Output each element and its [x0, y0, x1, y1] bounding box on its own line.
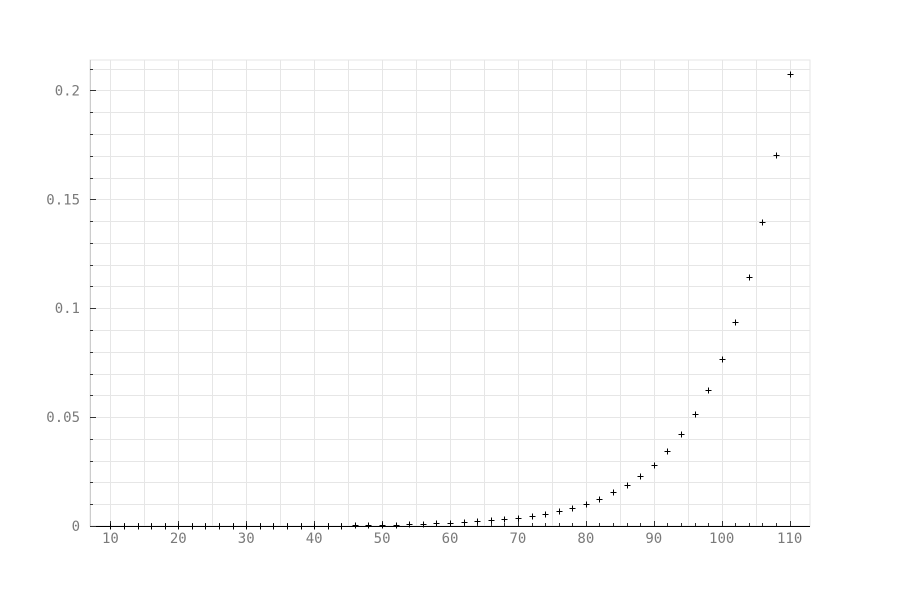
data-point: [325, 523, 332, 530]
data-point: [270, 523, 277, 530]
x-tick-label: 50: [374, 531, 391, 547]
data-point: [420, 521, 427, 528]
data-point: [529, 513, 536, 520]
data-point: [501, 516, 508, 523]
x-tick-label: 40: [306, 531, 323, 547]
data-point: [515, 515, 522, 522]
x-tick-label: 70: [509, 531, 526, 547]
data-point: [732, 319, 739, 326]
data-point: [719, 356, 726, 363]
data-point: [637, 473, 644, 480]
data-point: [556, 508, 563, 515]
data-point: [298, 523, 305, 530]
data-point: [135, 523, 142, 530]
data-point: [393, 522, 400, 529]
x-tick-label: 20: [170, 531, 187, 547]
data-point: [447, 520, 454, 527]
y-tick-label: 0.05: [46, 410, 80, 426]
data-point: [107, 523, 114, 530]
data-point: [365, 522, 372, 529]
data-point: [338, 523, 345, 530]
data-point: [542, 511, 549, 518]
data-point: [433, 520, 440, 527]
data-points: [107, 71, 794, 530]
data-point: [746, 274, 753, 281]
data-point: [596, 496, 603, 503]
data-point: [610, 489, 617, 496]
data-point: [121, 523, 128, 530]
data-point: [583, 501, 590, 508]
data-point: [257, 523, 264, 530]
data-point: [461, 519, 468, 526]
y-tick-label: 0.1: [55, 301, 80, 317]
data-point: [488, 517, 495, 524]
data-point: [651, 462, 658, 469]
data-point: [624, 482, 631, 489]
grid-lines: [89, 59, 811, 527]
data-point: [148, 523, 155, 530]
data-point: [243, 523, 250, 530]
data-point: [379, 522, 386, 529]
y-tick-label: 0.15: [46, 192, 80, 208]
y-tick-label: 0.2: [55, 83, 80, 99]
data-point: [705, 387, 712, 394]
tick-labels: 10 20 30 40 50 60 70 80 90 100 110 0 0.05 0.1 0.15 0.2: [46, 83, 802, 547]
data-point: [787, 71, 794, 78]
data-point: [216, 523, 223, 530]
data-point: [474, 518, 481, 525]
x-tick-label: 30: [238, 531, 255, 547]
data-point: [175, 523, 182, 530]
y-tick-label: 0: [72, 519, 80, 535]
data-point: [284, 523, 291, 530]
data-point: [759, 219, 766, 226]
data-point: [678, 431, 685, 438]
x-tick-label: 10: [102, 531, 119, 547]
x-tick-label: 60: [442, 531, 459, 547]
data-point: [352, 522, 359, 529]
data-point: [692, 411, 699, 418]
data-point: [569, 505, 576, 512]
data-point: [773, 152, 780, 159]
x-tick-label: 90: [645, 531, 662, 547]
data-point: [202, 523, 209, 530]
data-point: [664, 448, 671, 455]
data-point: [311, 523, 318, 530]
x-tick-label: 80: [577, 531, 594, 547]
x-tick-label: 110: [777, 531, 802, 547]
x-tick-label: 100: [709, 531, 734, 547]
data-point: [406, 521, 413, 528]
data-point: [189, 523, 196, 530]
data-point: [230, 523, 237, 530]
data-point: [162, 523, 169, 530]
